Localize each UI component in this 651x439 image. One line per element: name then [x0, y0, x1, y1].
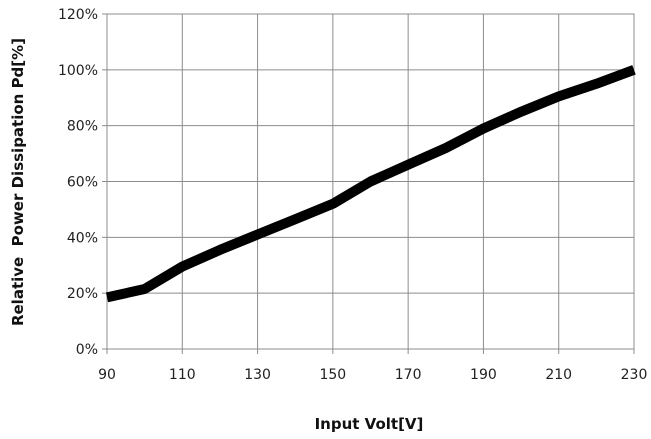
y-tick-label: 0%: [76, 342, 98, 358]
x-axis-title: Input Volt[V]: [315, 415, 424, 433]
series-group: [105, 65, 636, 303]
x-tick-label: 90: [98, 367, 116, 383]
x-tick-label: 110: [169, 367, 196, 383]
y-tick-label: 100%: [58, 63, 98, 79]
x-tick-label: 170: [395, 367, 422, 383]
y-tick-label: 60%: [67, 175, 98, 191]
y-axis-ticks: 0% 20% 40% 60% 80% 100% 120%: [58, 7, 98, 358]
x-tick-label: 210: [545, 367, 572, 383]
x-tick-label: 130: [244, 367, 271, 383]
x-axis-ticks: 90 110 130 150 170 190 210 230: [98, 367, 647, 383]
y-tick-label: 20%: [67, 286, 98, 302]
y-axis-title: Relative Power Dissipation Pd[%]: [9, 38, 27, 326]
x-tick-label: 150: [319, 367, 346, 383]
y-tick-label: 120%: [58, 7, 98, 23]
series-line: [105, 65, 636, 303]
plot-area-frame: [106, 13, 635, 350]
y-tick-label: 80%: [67, 119, 98, 135]
y-tick-label: 40%: [67, 230, 98, 246]
x-tick-label: 190: [470, 367, 497, 383]
x-tick-label: 230: [621, 367, 648, 383]
